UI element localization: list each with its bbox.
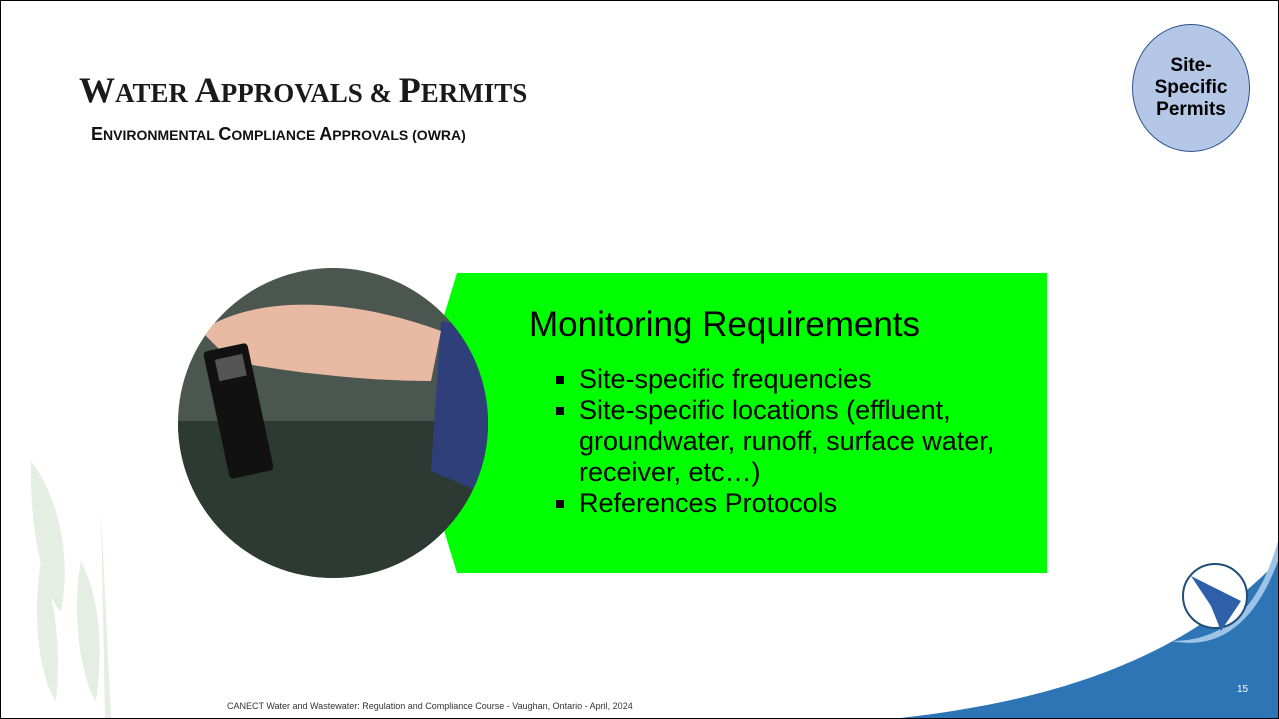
subtitle-part: OMPLIANCE: [231, 127, 319, 143]
title-part: ERMITS: [421, 78, 528, 108]
title-part: PPROVALS &: [221, 78, 399, 108]
subtitle-part: A: [319, 124, 332, 144]
title: WATER APPROVALS & PERMITS: [79, 69, 527, 111]
bullet: References Protocols: [579, 488, 1049, 519]
subtitle-part: NVIRONMENTAL: [103, 127, 218, 143]
subtitle: ENVIRONMENTAL COMPLIANCE APPROVALS (OWRA…: [91, 124, 466, 145]
badge: Site-Specific Permits: [1132, 24, 1250, 152]
title-part: A: [195, 70, 221, 110]
title-part: W: [79, 70, 115, 110]
bullet-list: Site-specific frequencies Site-specific …: [549, 364, 1049, 519]
subtitle-part: PPROVALS (OWRA): [332, 127, 466, 143]
footer: CANECT Water and Wastewater: Regulation …: [227, 701, 633, 711]
subtitle-part: C: [218, 124, 231, 144]
page-number: 15: [1237, 684, 1248, 695]
title-part: ATER: [115, 78, 195, 108]
bullet: Site-specific locations (effluent, groun…: [579, 395, 1049, 488]
title-part: P: [399, 70, 421, 110]
slide: WATER APPROVALS & PERMITS ENVIRONMENTAL …: [0, 0, 1279, 719]
panel-heading: Monitoring Requirements: [529, 305, 920, 345]
bullet: Site-specific frequencies: [579, 364, 1049, 395]
subtitle-part: E: [91, 124, 103, 144]
